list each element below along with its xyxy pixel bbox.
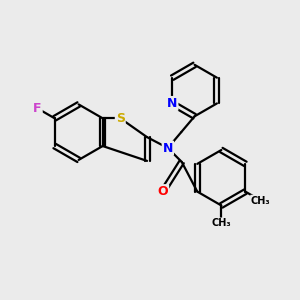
Text: N: N	[167, 97, 178, 110]
Text: O: O	[158, 185, 168, 198]
Text: N: N	[163, 142, 173, 154]
Text: S: S	[116, 112, 125, 125]
Text: F: F	[33, 102, 42, 115]
Text: CH₃: CH₃	[251, 196, 271, 206]
Text: CH₃: CH₃	[212, 218, 231, 228]
